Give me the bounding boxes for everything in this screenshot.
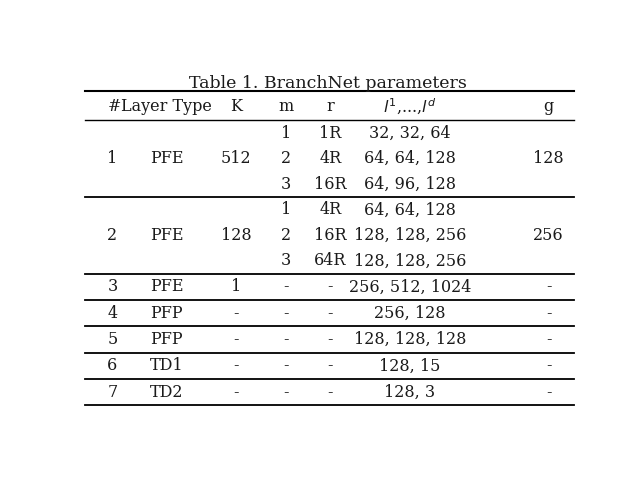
Text: -: -: [546, 358, 552, 374]
Text: 128, 128, 256: 128, 128, 256: [354, 227, 466, 244]
Text: 7: 7: [108, 384, 118, 401]
Text: 128: 128: [533, 150, 564, 167]
Text: 128: 128: [221, 227, 252, 244]
Text: #: #: [108, 99, 121, 115]
Text: m: m: [278, 99, 294, 115]
Text: 64, 96, 128: 64, 96, 128: [364, 176, 456, 193]
Text: PFE: PFE: [150, 279, 184, 295]
Text: 2: 2: [281, 150, 291, 167]
Text: -: -: [546, 384, 552, 401]
Text: 3: 3: [281, 176, 291, 193]
Text: $l^1$,...,$l^d$: $l^1$,...,$l^d$: [383, 97, 436, 117]
Text: 1: 1: [231, 279, 241, 295]
Text: 256, 128: 256, 128: [374, 305, 445, 322]
Text: 128, 15: 128, 15: [379, 358, 440, 374]
Text: g: g: [543, 99, 554, 115]
Text: 16R: 16R: [314, 176, 347, 193]
Text: PFP: PFP: [150, 331, 183, 348]
Text: 4: 4: [108, 305, 117, 322]
Text: -: -: [234, 331, 239, 348]
Text: Table 1. BranchNet parameters: Table 1. BranchNet parameters: [189, 75, 467, 92]
Text: 128, 128, 128: 128, 128, 128: [354, 331, 466, 348]
Text: -: -: [283, 305, 289, 322]
Text: 1: 1: [108, 150, 118, 167]
Text: 128, 128, 256: 128, 128, 256: [354, 253, 466, 270]
Text: 64, 64, 128: 64, 64, 128: [364, 201, 456, 218]
Text: 4R: 4R: [319, 150, 342, 167]
Text: 64R: 64R: [314, 253, 347, 270]
Text: K: K: [230, 99, 243, 115]
Text: 5: 5: [108, 331, 118, 348]
Text: 6: 6: [108, 358, 118, 374]
Text: 128, 3: 128, 3: [384, 384, 435, 401]
Text: -: -: [328, 384, 333, 401]
Text: 64, 64, 128: 64, 64, 128: [364, 150, 456, 167]
Text: -: -: [283, 384, 289, 401]
Text: -: -: [546, 279, 552, 295]
Text: -: -: [234, 358, 239, 374]
Text: -: -: [234, 305, 239, 322]
Text: 32, 32, 64: 32, 32, 64: [369, 125, 451, 142]
Text: -: -: [328, 358, 333, 374]
Text: -: -: [283, 358, 289, 374]
Text: -: -: [283, 279, 289, 295]
Text: 2: 2: [281, 227, 291, 244]
Text: PFE: PFE: [150, 150, 184, 167]
Text: 1: 1: [281, 201, 291, 218]
Text: PFP: PFP: [150, 305, 183, 322]
Text: 4R: 4R: [319, 201, 342, 218]
Text: -: -: [328, 331, 333, 348]
Text: -: -: [234, 384, 239, 401]
Text: -: -: [546, 305, 552, 322]
Text: -: -: [328, 279, 333, 295]
Text: 256, 512, 1024: 256, 512, 1024: [349, 279, 471, 295]
Text: 512: 512: [221, 150, 252, 167]
Text: 1: 1: [281, 125, 291, 142]
Text: PFE: PFE: [150, 227, 184, 244]
Text: TD1: TD1: [150, 358, 184, 374]
Text: 16R: 16R: [314, 227, 347, 244]
Text: Layer Type: Layer Type: [122, 99, 212, 115]
Text: 3: 3: [281, 253, 291, 270]
Text: 1R: 1R: [319, 125, 342, 142]
Text: -: -: [328, 305, 333, 322]
Text: 3: 3: [108, 279, 118, 295]
Text: 256: 256: [533, 227, 564, 244]
Text: 2: 2: [108, 227, 117, 244]
Text: r: r: [326, 99, 334, 115]
Text: TD2: TD2: [150, 384, 184, 401]
Text: -: -: [283, 331, 289, 348]
Text: -: -: [546, 331, 552, 348]
